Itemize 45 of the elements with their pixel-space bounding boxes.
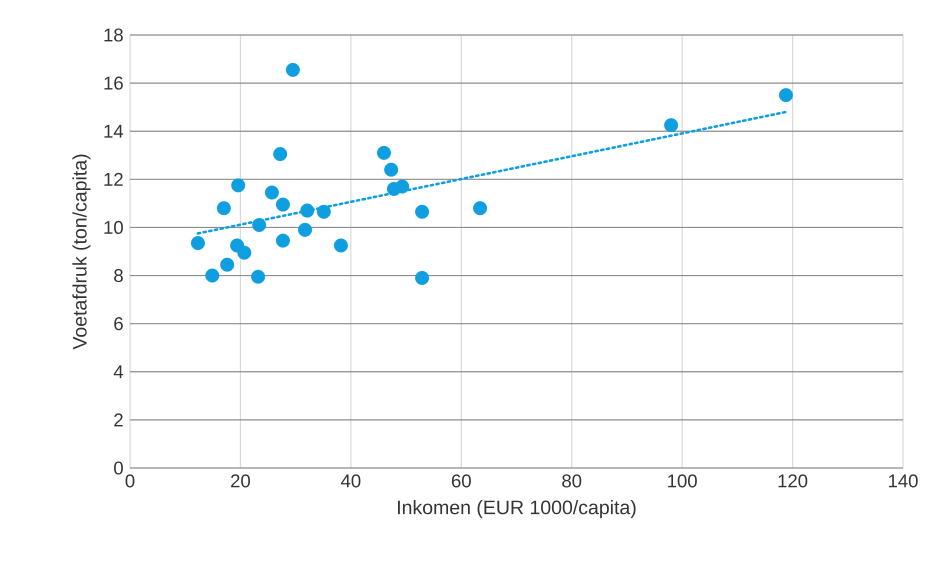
x-tick-label: 140 — [888, 474, 918, 488]
point — [415, 270, 430, 285]
point — [216, 201, 231, 216]
point — [316, 204, 331, 219]
x-axis-title: Inkomen (EUR 1000/capita) — [398, 500, 636, 518]
y-tick-label: 0 — [114, 461, 123, 475]
y-tick-label: 10 — [104, 220, 123, 234]
point — [395, 180, 410, 194]
y-tick-label: 8 — [114, 269, 123, 282]
x-tick-label: 100 — [668, 474, 697, 488]
point — [231, 178, 246, 192]
point — [376, 146, 391, 160]
y-tick-label: 6 — [114, 317, 123, 330]
point — [664, 118, 678, 132]
y-tick-label: 2 — [114, 413, 123, 426]
point — [384, 162, 398, 177]
x-tick-label: 80 — [562, 474, 582, 488]
point — [473, 201, 488, 216]
x-tick-label: 120 — [778, 474, 808, 488]
point — [778, 88, 793, 102]
x-tick-label: 0 — [126, 474, 134, 488]
point — [237, 246, 252, 260]
y-tick-label: 14 — [104, 124, 124, 138]
y-tick-label: 4 — [114, 365, 124, 378]
y-tick-label: 18 — [104, 28, 123, 42]
point — [190, 236, 205, 250]
point — [300, 204, 314, 218]
point — [264, 186, 279, 200]
y-tick-label: 16 — [104, 76, 123, 90]
point — [276, 198, 290, 212]
y-tick-label: 12 — [104, 172, 123, 186]
x-tick-label: 20 — [231, 474, 250, 488]
point — [220, 258, 234, 272]
point — [273, 147, 288, 162]
point — [334, 238, 348, 252]
point — [251, 270, 266, 284]
y-axis-title: Voetafdruk (ton/capita) — [72, 154, 91, 350]
point — [276, 234, 290, 248]
point — [205, 268, 220, 283]
x-tick-label: 60 — [452, 474, 471, 488]
point — [298, 222, 312, 237]
point — [415, 204, 430, 219]
point — [252, 218, 266, 232]
point — [286, 62, 300, 77]
x-tick-label: 40 — [340, 474, 360, 488]
